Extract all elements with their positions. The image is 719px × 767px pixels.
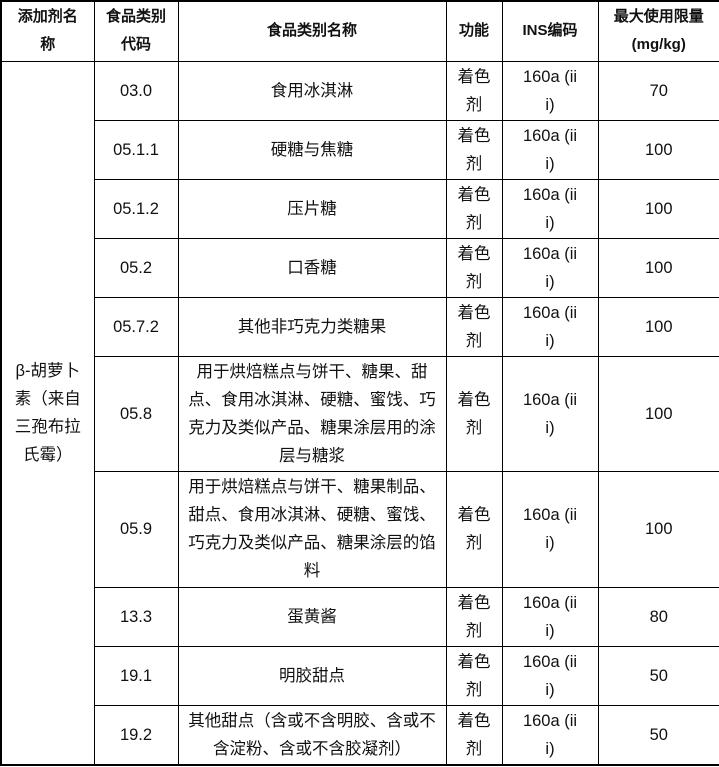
table-row: 19.2 其他甜点（含或不含明胶、含或不 含淀粉、含或不含胶凝剂） 着色 剂 1… <box>1 704 719 765</box>
cell-food-code: 19.1 <box>93 645 179 706</box>
cell-ins-code: 160a (ii i) <box>501 355 599 472</box>
table-row: 05.7.2 其他非巧克力类糖果 着色 剂 160a (ii i) 100 <box>1 296 719 357</box>
cell-food-category-name: 食用冰淇淋 <box>177 60 447 121</box>
cell-function: 着色 剂 <box>445 355 503 472</box>
cell-function: 着色 剂 <box>445 645 503 706</box>
cell-max-limit: 50 <box>597 704 719 765</box>
cell-function: 着色 剂 <box>445 178 503 239</box>
cell-food-code: 05.7.2 <box>93 296 179 357</box>
cell-max-limit: 100 <box>597 119 719 180</box>
cell-function: 着色 剂 <box>445 470 503 588</box>
cell-ins-code: 160a (ii i) <box>501 645 599 706</box>
cell-max-limit: 100 <box>597 178 719 239</box>
header-max-limit: 最大使用限量 (mg/kg) <box>597 0 719 62</box>
table-row: 05.1.1 硬糖与焦糖 着色 剂 160a (ii i) 100 <box>1 119 719 180</box>
cell-ins-code: 160a (ii i) <box>501 296 599 357</box>
cell-food-category-name: 用于烘焙糕点与饼干、糖果制品、 甜点、食用冰淇淋、硬糖、蜜饯、 巧克力及类似产品… <box>177 470 447 588</box>
cell-food-category-name: 蛋黄酱 <box>177 586 447 647</box>
cell-food-code: 05.2 <box>93 237 179 298</box>
table-row: β-胡萝卜 素（来自 三孢布拉 氏霉） 03.0 食用冰淇淋 着色 剂 160a… <box>0 60 719 765</box>
cell-ins-code: 160a (ii i) <box>501 237 599 298</box>
table-row: 05.2 口香糖 着色 剂 160a (ii i) 100 <box>1 237 719 298</box>
cell-food-code: 03.0 <box>93 60 179 121</box>
cell-food-code: 05.1.2 <box>93 178 179 239</box>
cell-food-code: 19.2 <box>93 704 179 765</box>
cell-function: 着色 剂 <box>445 704 503 765</box>
cell-ins-code: 160a (ii i) <box>501 470 599 588</box>
cell-food-category-name: 口香糖 <box>177 237 447 298</box>
cell-function: 着色 剂 <box>445 60 503 121</box>
cell-max-limit: 50 <box>597 645 719 706</box>
cell-max-limit: 100 <box>597 296 719 357</box>
table-row: 05.8 用于烘焙糕点与饼干、糖果、甜 点、食用冰淇淋、硬糖、蜜饯、巧 克力及类… <box>1 355 719 472</box>
cell-function: 着色 剂 <box>445 237 503 298</box>
cell-food-category-name: 压片糖 <box>177 178 447 239</box>
header-food-category-name: 食品类别名称 <box>177 0 447 62</box>
cell-ins-code: 160a (ii i) <box>501 586 599 647</box>
cell-food-category-name: 其他非巧克力类糖果 <box>177 296 447 357</box>
cell-max-limit: 100 <box>597 355 719 472</box>
cell-function: 着色 剂 <box>445 119 503 180</box>
cell-max-limit: 100 <box>597 237 719 298</box>
header-food-category-code: 食品类别 代码 <box>93 0 179 62</box>
table-row: 05.1.2 压片糖 着色 剂 160a (ii i) 100 <box>1 178 719 239</box>
table-row: 05.9 用于烘焙糕点与饼干、糖果制品、 甜点、食用冰淇淋、硬糖、蜜饯、 巧克力… <box>1 470 719 588</box>
additive-name-cell: β-胡萝卜 素（来自 三孢布拉 氏霉） <box>0 60 95 765</box>
cell-max-limit: 70 <box>597 60 719 121</box>
cell-food-code: 05.1.1 <box>93 119 179 180</box>
cell-ins-code: 160a (ii i) <box>501 178 599 239</box>
cell-food-code: 05.8 <box>93 355 179 472</box>
cell-ins-code: 160a (ii i) <box>501 119 599 180</box>
cell-food-code: 05.9 <box>93 470 179 588</box>
header-ins-code: INS编码 <box>501 0 599 62</box>
table-row: 13.3 蛋黄酱 着色 剂 160a (ii i) 80 <box>1 586 719 647</box>
cell-max-limit: 80 <box>597 586 719 647</box>
cell-function: 着色 剂 <box>445 296 503 357</box>
cell-food-code: 13.3 <box>93 586 179 647</box>
header-function: 功能 <box>445 0 503 62</box>
cell-function: 着色 剂 <box>445 586 503 647</box>
cell-food-category-name: 硬糖与焦糖 <box>177 119 447 180</box>
cell-ins-code: 160a (ii i) <box>501 704 599 765</box>
cell-max-limit: 100 <box>597 470 719 588</box>
cell-food-category-name: 明胶甜点 <box>177 645 447 706</box>
header-additive-name: 添加剂名 称 <box>0 0 95 62</box>
cell-food-category-name: 其他甜点（含或不含明胶、含或不 含淀粉、含或不含胶凝剂） <box>177 704 447 765</box>
cell-food-category-name: 用于烘焙糕点与饼干、糖果、甜 点、食用冰淇淋、硬糖、蜜饯、巧 克力及类似产品、糖… <box>177 355 447 472</box>
cell-ins-code: 160a (ii i) <box>501 60 599 121</box>
table-row: 19.1 明胶甜点 着色 剂 160a (ii i) 50 <box>1 645 719 706</box>
table-header-row: 添加剂名 称 食品类别 代码 食品类别名称 功能 INS编码 最大使用限量 (m… <box>0 0 719 62</box>
